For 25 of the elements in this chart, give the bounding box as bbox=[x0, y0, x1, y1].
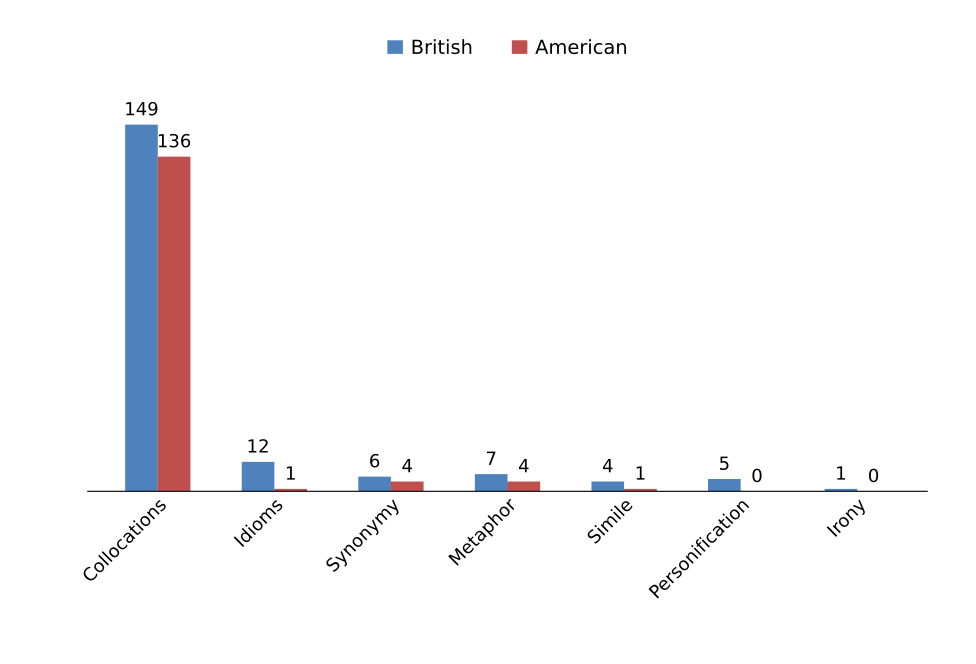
data-label: 4 bbox=[402, 459, 412, 472]
data-label: 5 bbox=[720, 456, 729, 470]
data-label: 149 bbox=[126, 102, 158, 116]
bar bbox=[242, 462, 274, 492]
bar bbox=[591, 482, 624, 492]
data-label: 6 bbox=[370, 454, 380, 468]
bar bbox=[358, 476, 391, 492]
data-label: 136 bbox=[158, 134, 190, 148]
data-label: 4 bbox=[602, 459, 613, 472]
bar bbox=[158, 156, 190, 492]
data-label: 0 bbox=[752, 468, 762, 482]
data-label: 7 bbox=[486, 452, 496, 465]
data-label: 1 bbox=[286, 466, 295, 480]
data-label: 1 bbox=[636, 466, 644, 480]
data-label: 12 bbox=[248, 439, 268, 453]
bar bbox=[390, 482, 424, 492]
bar bbox=[708, 479, 741, 492]
legend-label: American bbox=[535, 39, 626, 54]
bar bbox=[125, 124, 158, 492]
data-label: 1 bbox=[837, 466, 846, 480]
bar bbox=[474, 474, 508, 492]
bar bbox=[508, 482, 540, 492]
data-label: 0 bbox=[869, 468, 878, 482]
data-label: 4 bbox=[518, 459, 529, 472]
legend-label: British bbox=[412, 39, 472, 54]
